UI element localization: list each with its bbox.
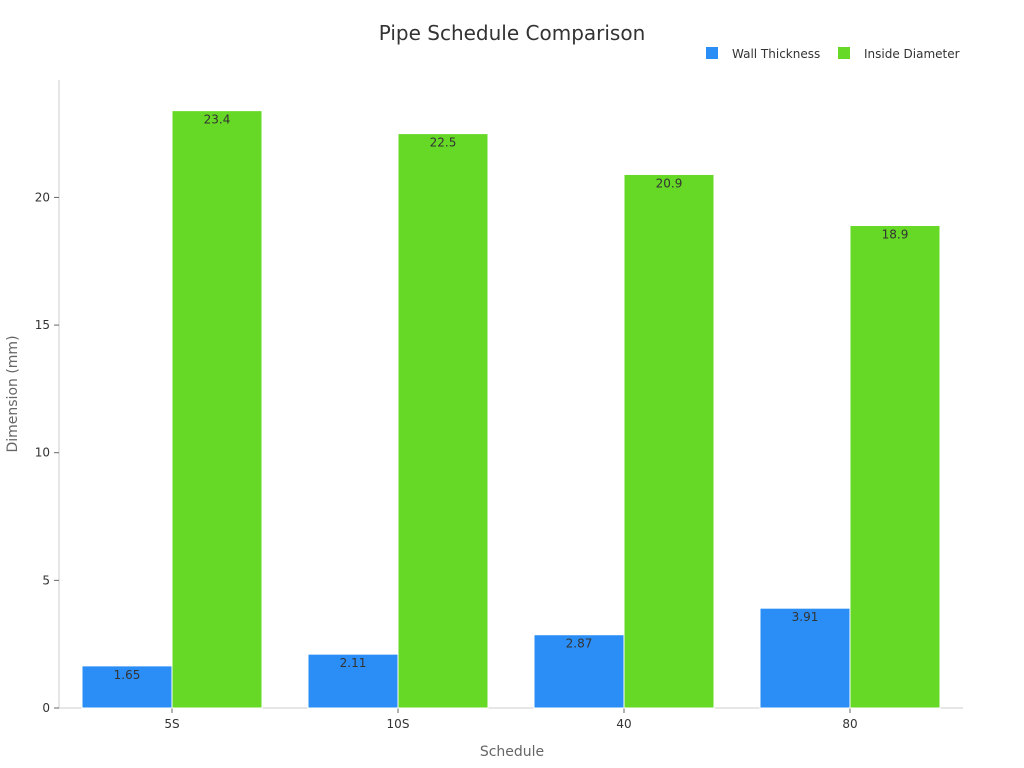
bar-value-label: 20.9: [656, 176, 683, 190]
legend-label-inside-diameter: Inside Diameter: [864, 47, 960, 61]
legend-label-wall-thickness: Wall Thickness: [732, 47, 820, 61]
bar-inside-diameter: [171, 110, 263, 709]
x-axis-ticks: 5S 10S 40 80: [164, 708, 858, 731]
data-labels: 1.65 23.4 2.11 22.5 2.87 20.9 3.91 18.9: [114, 113, 909, 682]
x-tick-label: 80: [842, 717, 857, 731]
y-tick-label: 10: [35, 446, 50, 460]
legend-swatch-inside-diameter: [838, 47, 850, 59]
x-tick-label: 40: [616, 717, 631, 731]
bar-wall-thickness: [533, 634, 625, 709]
bar-value-label: 2.11: [340, 656, 367, 670]
bar-inside-diameter: [397, 133, 489, 709]
bar-value-label: 3.91: [792, 610, 819, 624]
bar-value-label: 23.4: [204, 113, 231, 127]
x-tick-label: 5S: [164, 717, 179, 731]
bar-wall-thickness: [81, 665, 173, 709]
y-tick-label: 0: [42, 701, 50, 715]
bar-value-label: 18.9: [882, 228, 909, 242]
bars: [81, 110, 941, 709]
bar-inside-diameter: [623, 173, 715, 709]
y-tick-label: 5: [42, 573, 50, 587]
bar-inside-diameter: [849, 225, 941, 709]
y-axis-label: Dimension (mm): [5, 335, 21, 452]
y-tick-label: 15: [35, 318, 50, 332]
legend-swatch-wall-thickness: [706, 47, 718, 59]
legend: Wall Thickness Inside Diameter: [706, 47, 960, 61]
y-axis-ticks: 0 5 10 15 20: [35, 190, 59, 715]
y-tick-label: 20: [35, 190, 50, 204]
x-tick-label: 10S: [387, 717, 410, 731]
bar-wall-thickness: [759, 607, 851, 709]
chart-title: Pipe Schedule Comparison: [379, 21, 646, 45]
bar-value-label: 2.87: [566, 637, 593, 651]
bar-value-label: 22.5: [430, 136, 457, 150]
bar-value-label: 1.65: [114, 668, 141, 682]
x-axis-label: Schedule: [480, 744, 544, 760]
